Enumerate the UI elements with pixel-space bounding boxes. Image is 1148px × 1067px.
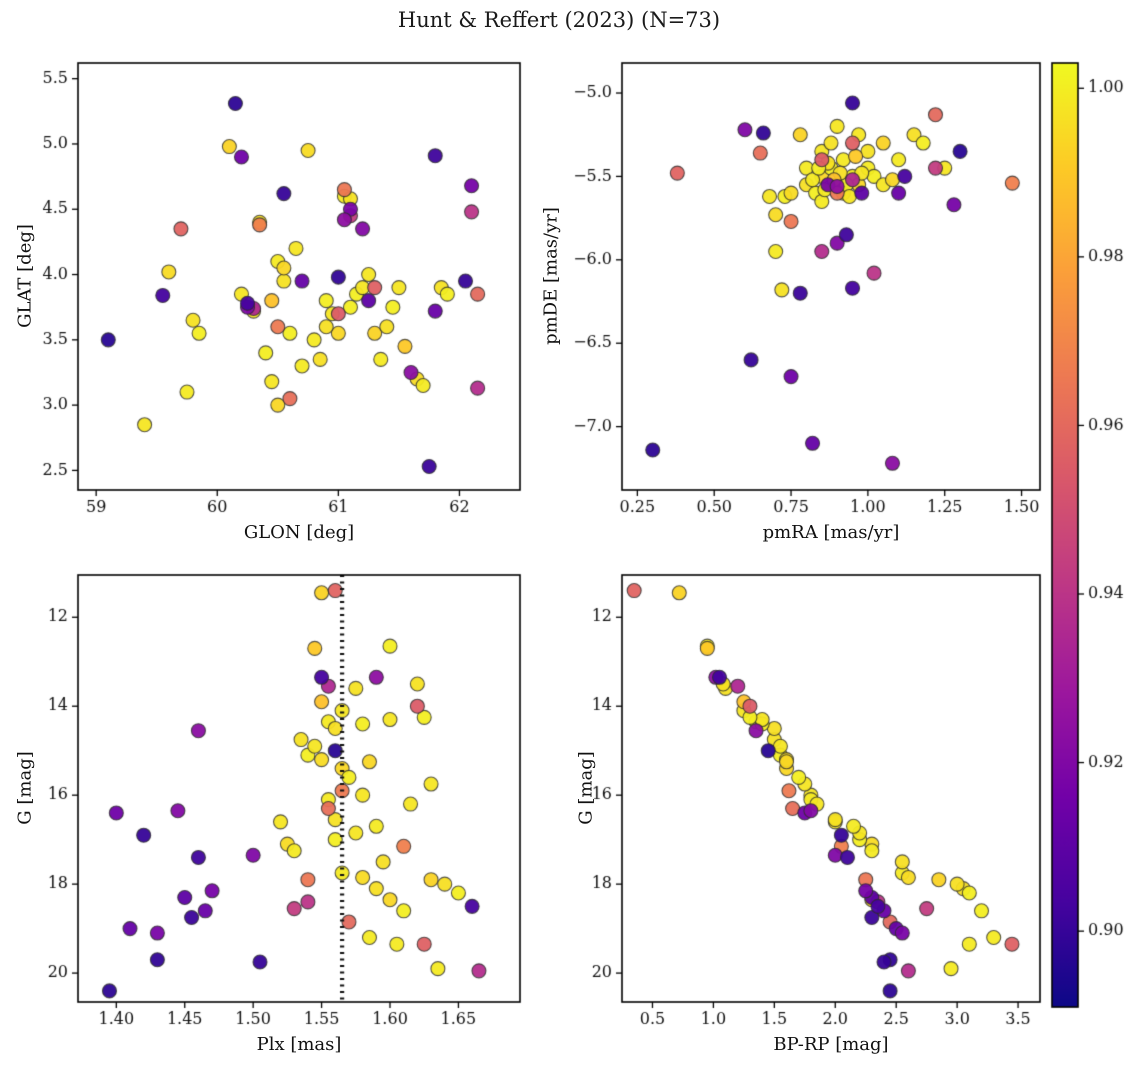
figure-title: Hunt & Reffert (2023) (N=73) xyxy=(397,8,721,32)
xlabel-glon: GLON [deg] xyxy=(243,522,355,543)
ylabel-glat: GLAT [deg] xyxy=(14,224,36,328)
ylabel-g-left: G [mag] xyxy=(14,751,36,825)
xlabel-bprp: BP-RP [mag] xyxy=(773,1034,889,1055)
xlabel-plx: Plx [mas] xyxy=(256,1034,342,1055)
ylabel-g-right: G [mag] xyxy=(575,751,597,825)
xlabel-pmra: pmRA [mas/yr] xyxy=(762,522,900,543)
ylabel-pmde: pmDE [mas/yr] xyxy=(540,207,562,345)
